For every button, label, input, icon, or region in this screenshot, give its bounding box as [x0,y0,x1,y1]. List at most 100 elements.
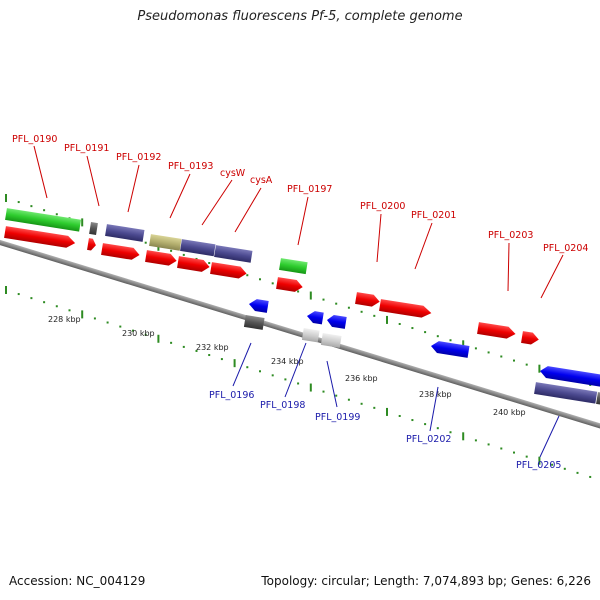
minor-tick [373,314,376,317]
feature-dark-bar [89,222,98,235]
feature-purple-bar [180,239,216,257]
gene-arrow-pfl0204[interactable] [521,331,540,346]
scale-tick-label: 240 kbp [493,408,526,417]
gene-arrow-pfl0198[interactable] [306,310,324,325]
gene-arrow-pfl0196[interactable] [248,298,269,313]
minor-tick [182,345,185,348]
minor-tick [30,205,33,208]
gene-label[interactable]: PFL_0191 [64,143,109,154]
major-tick [386,315,388,324]
gene-arrow-pfl0202[interactable] [430,340,470,358]
minor-tick [93,317,96,320]
gene-label[interactable]: PFL_0190 [12,134,57,145]
accession-text: Accession: NC_004129 [9,574,146,588]
scale-labels: 228 kbp 230 kbp 232 kbp 234 kbp 236 kbp 238 k… [48,315,526,417]
scale-tick-label: 230 kbp [122,329,155,338]
minor-tick [297,290,300,293]
minor-tick [170,341,173,344]
minor-tick [271,374,274,377]
gene-label[interactable]: PFL_0199 [315,412,360,423]
minor-tick [322,298,325,301]
major-tick [309,291,312,300]
minor-tick [220,358,223,361]
minor-tick [30,297,33,300]
gene-arrow-pfl0199[interactable] [326,314,347,329]
minor-tick [576,471,579,474]
gene-arrow-pfl0200[interactable] [355,292,381,308]
forward-features [4,208,540,346]
gene-label[interactable]: PFL_0200 [360,201,405,212]
minor-tick [525,363,528,366]
forward-gene-labels: PFL_0190 PFL_0191 PFL_0192 PFL_0193 cysW… [12,134,588,254]
minor-tick [449,339,452,342]
major-tick [462,432,465,441]
minor-tick [55,213,58,216]
major-tick [386,407,388,416]
genome-summary-text: Topology: circular; Length: 7,074,893 bp… [261,574,591,588]
gene-arrow-pfl0193[interactable] [145,250,177,267]
minor-tick [335,302,338,305]
minor-tick [487,443,490,446]
gene-label[interactable]: PFL_0202 [406,434,451,445]
feature-green-bar [279,258,308,275]
gene-label[interactable]: cysW [220,168,246,179]
gene-label[interactable]: PFL_0204 [543,243,588,254]
minor-tick [513,359,515,362]
minor-tick [373,406,376,409]
feature-green-bar [5,208,82,232]
gene-arrow-pfl0192[interactable] [101,243,140,261]
minor-tick [246,274,249,277]
minor-tick [436,427,439,430]
minor-tick [144,241,147,244]
minor-tick [347,398,350,401]
gene-label[interactable]: PFL_0205 [516,460,561,471]
gene-label[interactable]: PFL_0201 [411,210,456,221]
minor-tick [55,305,58,308]
gene-label[interactable]: PFL_0203 [488,230,533,241]
gene-label[interactable]: PFL_0198 [260,400,305,411]
gene-label[interactable]: PFL_0193 [168,161,213,172]
major-tick [233,359,236,368]
gene-arrow-pfl0197[interactable] [276,277,304,293]
minor-tick [119,325,122,328]
gene-arrow-pfl0203[interactable] [477,322,516,340]
major-tick [157,334,160,343]
minor-tick [487,351,490,354]
gene-arrow-pfl0190[interactable] [4,226,76,249]
minor-tick [43,301,46,304]
reverse-features [243,298,600,406]
minor-tick [259,278,261,281]
major-tick [5,286,7,294]
major-tick [81,218,84,227]
minor-tick [144,333,147,336]
gene-arrow-cysa[interactable] [210,262,247,279]
map-title: Pseudomonas fluorescens Pf-5, complete g… [137,9,463,24]
scale-tick-label: 228 kbp [48,315,81,324]
minor-tick [551,463,554,466]
gene-label[interactable]: PFL_0196 [209,390,254,401]
feature-dark-bar [243,315,265,330]
minor-tick [322,390,325,393]
reverse-leader-lines [232,342,560,458]
gene-arrow-pfl0201[interactable] [379,299,432,319]
gene-arrow-pfl0191[interactable] [87,238,97,251]
minor-tick [424,331,427,334]
minor-tick [347,306,350,309]
minor-tick [271,282,274,285]
gene-label[interactable]: PFL_0192 [116,152,161,163]
minor-tick [208,354,211,357]
minor-tick [500,447,503,450]
feature-tan-bar [149,234,182,251]
minor-tick [195,349,198,352]
minor-tick [182,253,185,256]
gene-label[interactable]: cysA [250,175,273,186]
gene-label[interactable]: PFL_0197 [287,184,332,195]
minor-tick [436,335,439,338]
gene-arrow-cysw[interactable] [177,256,210,273]
gene-arrow-pfl0205[interactable] [539,365,600,388]
scale-tick-label: 236 kbp [345,374,378,383]
minor-tick [424,423,427,426]
minor-tick [170,249,173,252]
minor-tick [132,329,134,332]
